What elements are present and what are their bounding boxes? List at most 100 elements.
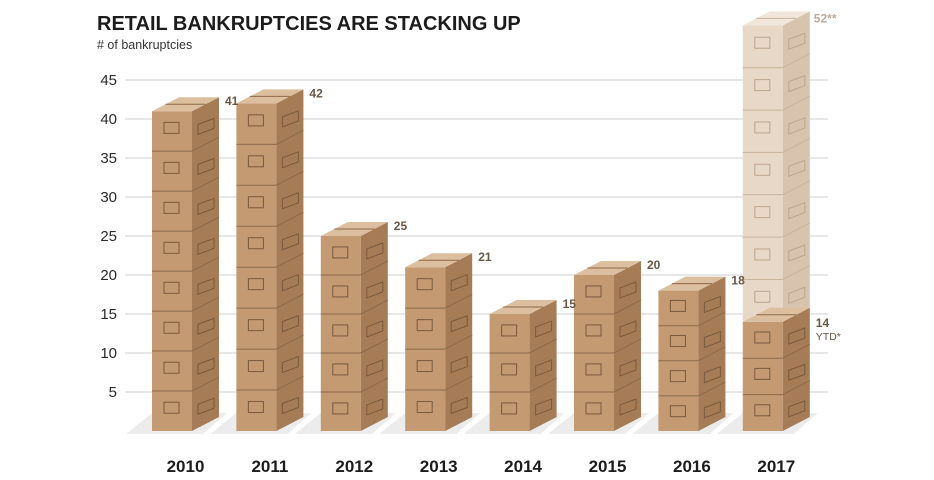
box-label xyxy=(535,398,553,416)
x-tick-label: 2016 xyxy=(673,457,711,476)
box-label xyxy=(163,281,180,294)
box-seam xyxy=(698,311,726,327)
box-label xyxy=(788,32,806,50)
box-seam xyxy=(276,293,304,309)
box-label xyxy=(501,363,518,376)
box-label xyxy=(163,361,180,374)
box-label xyxy=(197,117,215,136)
box-label xyxy=(754,121,771,134)
box-label xyxy=(197,357,215,375)
box-label xyxy=(281,110,299,128)
box-label xyxy=(247,401,264,414)
box-label xyxy=(788,74,806,93)
box-label xyxy=(669,299,686,312)
box-label xyxy=(585,285,602,298)
box-label xyxy=(416,360,433,373)
box-label xyxy=(450,273,468,292)
box-seam xyxy=(191,176,220,192)
bar xyxy=(405,253,473,431)
box-label xyxy=(703,295,721,314)
box-label xyxy=(366,281,384,299)
box-side-face xyxy=(782,307,810,431)
box-label xyxy=(281,355,299,374)
y-tick-label: 25 xyxy=(100,228,117,245)
projected-value-label: 52** xyxy=(814,11,837,25)
box-seam xyxy=(782,137,811,153)
box-label xyxy=(197,397,215,415)
box-front-face xyxy=(320,236,361,431)
box-seam xyxy=(276,252,304,268)
box-seam xyxy=(360,338,389,354)
box-label xyxy=(450,396,468,415)
box-seam xyxy=(444,334,473,350)
box-seam xyxy=(529,377,557,393)
box-seam xyxy=(529,338,557,354)
box-label xyxy=(788,286,806,305)
box-label xyxy=(754,206,771,219)
box-label xyxy=(281,151,299,169)
box-label xyxy=(247,360,264,373)
box-label xyxy=(281,192,299,210)
box-label xyxy=(416,401,433,414)
y-tick-label: 35 xyxy=(100,150,117,167)
box-label xyxy=(788,400,806,418)
y-tick-label: 45 xyxy=(100,72,117,89)
box-seam xyxy=(782,265,811,280)
y-tick-label: 40 xyxy=(100,111,117,128)
box-label xyxy=(703,330,721,349)
box-label xyxy=(669,370,686,383)
box-label xyxy=(366,359,384,377)
box-label xyxy=(163,401,180,414)
box-front-face xyxy=(489,314,530,431)
bar xyxy=(320,222,389,431)
bar xyxy=(152,97,220,431)
x-tick-label: 2015 xyxy=(589,457,627,476)
bar xyxy=(236,89,304,432)
data-label: 25 xyxy=(394,219,408,233)
box-label xyxy=(281,314,299,333)
box-label xyxy=(619,398,637,416)
box-label xyxy=(247,196,264,209)
box-label xyxy=(366,398,384,416)
box-label xyxy=(788,159,806,178)
box-label xyxy=(247,278,264,291)
box-label xyxy=(197,277,215,296)
box-label xyxy=(332,246,349,259)
box-label xyxy=(163,201,180,214)
box-label xyxy=(535,359,553,377)
x-tick-label: 2014 xyxy=(504,457,542,476)
box-seam xyxy=(698,381,726,397)
box-seam xyxy=(191,216,220,232)
box-label xyxy=(585,324,602,337)
ytd-note: YTD* xyxy=(816,331,841,343)
box-seam xyxy=(782,180,811,196)
data-label: 18 xyxy=(731,274,745,288)
bar xyxy=(742,11,811,431)
box-seam xyxy=(276,170,304,186)
box-label xyxy=(197,317,215,335)
y-tick-label: 15 xyxy=(100,306,117,323)
box-label xyxy=(788,117,806,135)
y-axis-label: # of bankruptcies xyxy=(97,38,192,52)
box-seam xyxy=(782,222,811,238)
x-tick-label: 2010 xyxy=(167,457,205,476)
box-label xyxy=(754,404,771,417)
box-seam xyxy=(782,380,811,396)
box-seam xyxy=(360,377,389,393)
box-label xyxy=(619,320,637,338)
box-seam xyxy=(276,211,304,227)
box-label xyxy=(703,401,721,419)
box-label xyxy=(163,241,180,254)
box-label xyxy=(416,278,433,291)
box-front-face xyxy=(742,321,783,431)
x-tick-label: 2011 xyxy=(251,457,288,476)
box-side-face xyxy=(529,300,557,431)
box-label xyxy=(197,197,215,216)
box-label xyxy=(366,242,384,260)
bar xyxy=(574,261,642,431)
box-seam xyxy=(613,338,642,354)
box-label xyxy=(416,319,433,332)
chart-title: RETAIL BANKRUPTCIES ARE STACKING UP xyxy=(97,13,521,35)
box-seam xyxy=(360,299,389,315)
